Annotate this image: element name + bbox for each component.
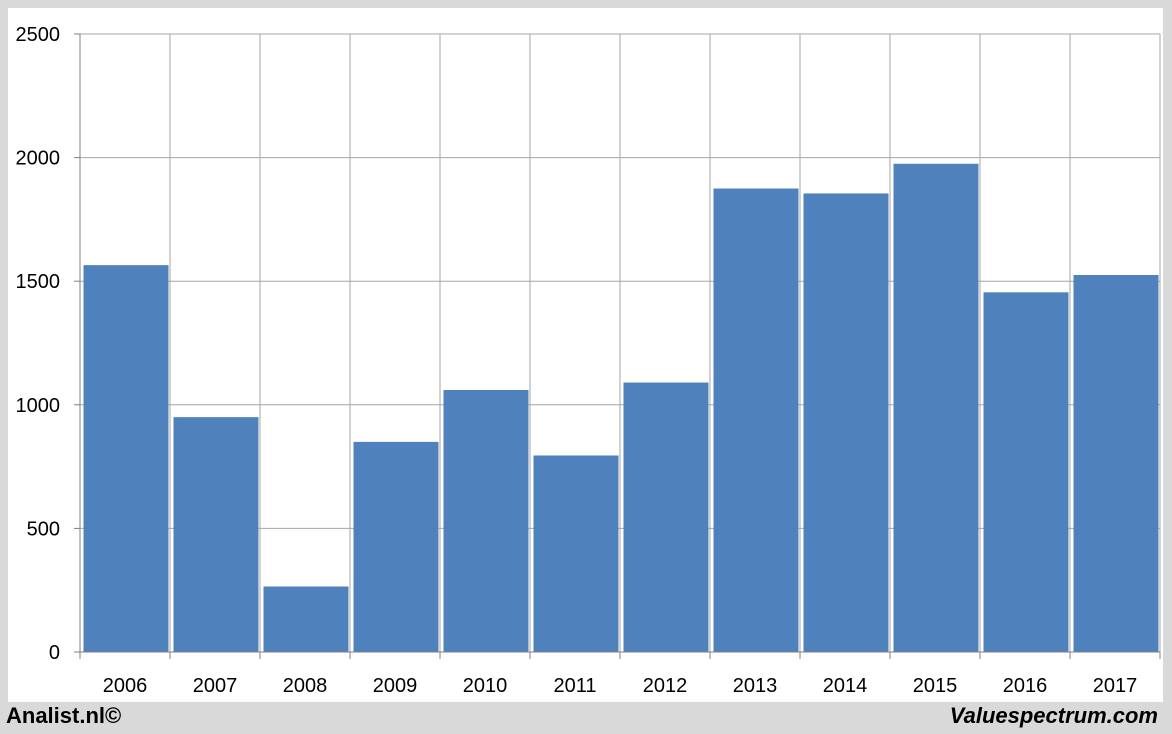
bar-2013 <box>713 188 799 652</box>
x-tick-label: 2017 <box>1093 675 1138 697</box>
grid-lines <box>79 33 1161 653</box>
x-tick-label: 2008 <box>283 675 328 697</box>
y-tick-label: 2500 <box>16 24 61 46</box>
bar-2016 <box>983 292 1069 652</box>
x-tick-label: 2015 <box>913 675 958 697</box>
x-tick-label: 2014 <box>823 675 868 697</box>
site-credit: Valuespectrum.com <box>949 703 1158 728</box>
x-tick-labels: 2006 2007 2008 2009 2010 2011 2012 2013 2014 2015… <box>103 675 1138 697</box>
bar-2011 <box>533 455 619 652</box>
source-credit: Analist.nl© <box>6 703 122 728</box>
bar-2007 <box>173 417 259 652</box>
x-tick-label: 2012 <box>643 675 688 697</box>
bar-2010 <box>443 389 529 652</box>
y-tick-label: 1500 <box>16 271 61 293</box>
bars <box>83 163 1159 652</box>
bar-2006 <box>83 265 169 652</box>
bar-2012 <box>623 382 709 652</box>
bar-2008 <box>263 586 349 652</box>
x-tick-label: 2016 <box>1003 675 1048 697</box>
bar-2009 <box>353 441 439 652</box>
y-tick-labels: 0 500 1000 1500 2000 2500 <box>16 24 61 664</box>
y-tick-label: 500 <box>27 518 60 540</box>
x-tick-label: 2006 <box>103 675 148 697</box>
y-tick-label: 2000 <box>16 148 61 170</box>
x-tick-label: 2011 <box>553 675 596 697</box>
axes <box>74 33 1161 659</box>
bar-2015 <box>893 163 979 652</box>
bar-2017 <box>1073 275 1159 652</box>
x-tick-label: 2010 <box>463 675 508 697</box>
x-tick-label: 2009 <box>373 675 418 697</box>
y-tick-label: 1000 <box>16 395 61 417</box>
x-tick-label: 2013 <box>733 675 778 697</box>
y-tick-label: 0 <box>49 642 60 664</box>
x-tick-label: 2007 <box>193 675 238 697</box>
bar-2014 <box>803 193 889 652</box>
